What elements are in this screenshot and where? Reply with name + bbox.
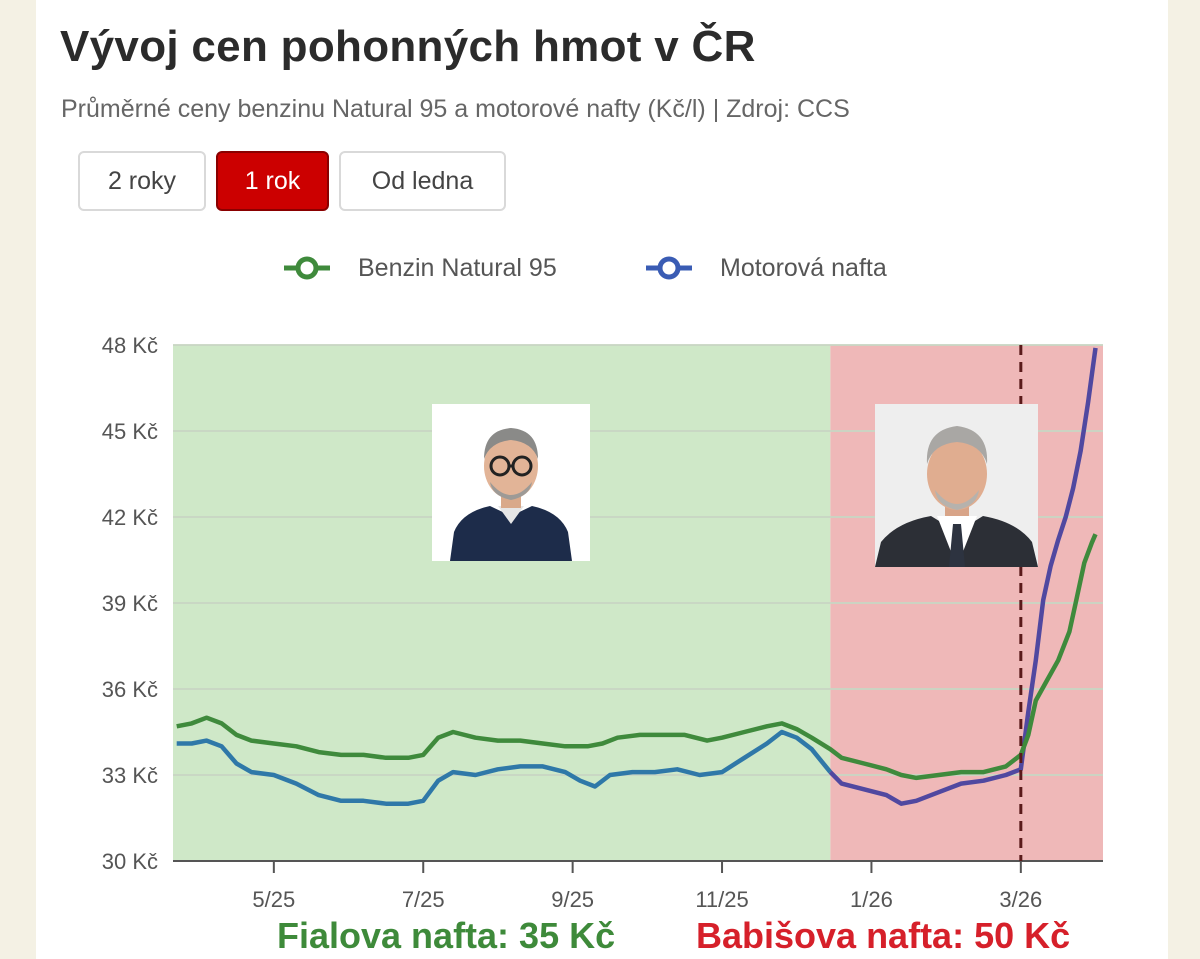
series-line-nafta-babis <box>828 347 1098 806</box>
chart-series <box>176 347 1098 806</box>
y-tick-label: 45 Kč <box>102 419 158 444</box>
portrait-fiala <box>432 404 590 561</box>
range-button-2-years[interactable]: 2 roky <box>78 151 206 211</box>
legend-label-nafta: Motorová nafta <box>720 254 887 282</box>
y-tick-label: 42 Kč <box>102 505 158 530</box>
x-tick-label: 5/25 <box>252 887 295 912</box>
legend-item-nafta[interactable]: Motorová nafta <box>646 254 887 282</box>
y-tick-label: 48 Kč <box>102 333 158 358</box>
legend-label-benzin: Benzin Natural 95 <box>358 254 557 282</box>
x-tick-label: 3/26 <box>999 887 1042 912</box>
caption-babis-diesel: Babišova nafta: 50 Kč <box>696 915 1071 956</box>
range-button-1-year[interactable]: 1 rok <box>216 151 329 211</box>
y-tick-label: 36 Kč <box>102 677 158 702</box>
page-title: Vývoj cen pohonných hmot v ČR <box>60 22 756 71</box>
caption-fiala-diesel: Fialova nafta: 35 Kč <box>277 915 616 956</box>
range-button-since-january[interactable]: Od ledna <box>339 151 506 211</box>
x-tick-label: 1/26 <box>850 887 893 912</box>
portrait-babis <box>875 404 1038 567</box>
x-tick-label: 7/25 <box>402 887 445 912</box>
chart-subtitle: Průměrné ceny benzinu Natural 95 a motor… <box>61 95 850 123</box>
y-axis: 30 Kč 33 Kč 36 Kč 39 Kč 42 Kč 45 Kč 48 Kč <box>102 333 158 874</box>
series-line-benzin <box>176 533 1098 781</box>
y-tick-label: 39 Kč <box>102 591 158 616</box>
chart-legend: Benzin Natural 95 Motorová nafta <box>284 254 887 282</box>
series-line-nafta <box>176 729 833 806</box>
x-tick-label: 11/25 <box>695 887 748 912</box>
legend-item-benzin[interactable]: Benzin Natural 95 <box>284 254 557 282</box>
y-tick-label: 30 Kč <box>102 849 158 874</box>
x-tick-label: 9/25 <box>551 887 594 912</box>
y-tick-label: 33 Kč <box>102 763 158 788</box>
x-axis: 5/25 7/25 9/25 11/25 1/26 3/26 <box>173 860 1103 912</box>
